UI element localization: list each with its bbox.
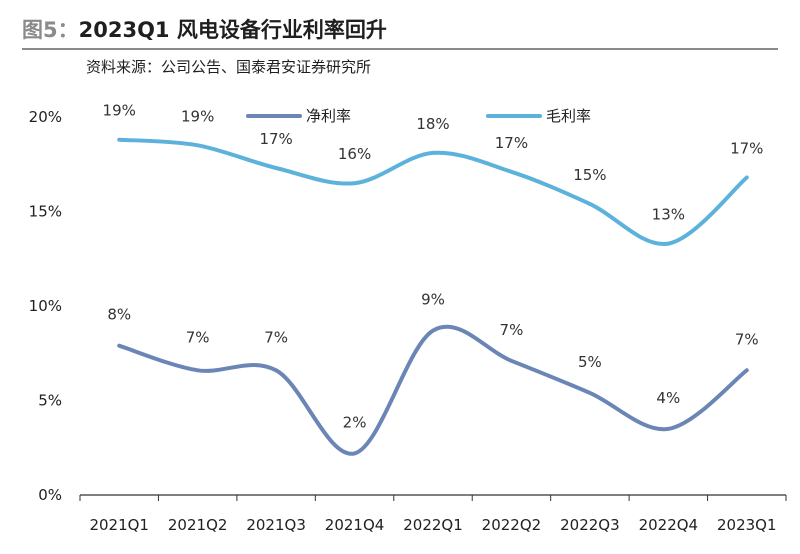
net-margin-legend-label: 净利率 xyxy=(306,107,351,125)
x-tick-label: 2021Q1 xyxy=(89,516,149,534)
gross-margin-data-label: 17% xyxy=(730,139,763,157)
net-margin-data-label: 4% xyxy=(656,389,680,407)
x-tick-label: 2021Q4 xyxy=(325,516,385,534)
gross-margin-data-label: 18% xyxy=(416,115,449,133)
chart-legend: 净利率 毛利率 xyxy=(246,107,591,125)
x-tick-label: 2021Q2 xyxy=(168,516,228,534)
net-margin-data-label: 2% xyxy=(343,413,367,431)
x-tick-label: 2022Q2 xyxy=(482,516,542,534)
x-tick-label: 2021Q3 xyxy=(246,516,306,534)
gross-margin-data-label: 13% xyxy=(652,206,685,224)
figure-label: 图5： xyxy=(22,18,79,42)
x-tick-label: 2023Q1 xyxy=(717,516,777,534)
y-tick-label: 0% xyxy=(38,486,62,504)
header-divider xyxy=(22,48,778,50)
x-tick-label: 2022Q3 xyxy=(560,516,620,534)
gross-margin-data-label: 17% xyxy=(259,130,292,148)
net-margin-data-label: 8% xyxy=(107,306,131,324)
figure-title: 图5：2023Q1 风电设备行业利率回升 xyxy=(22,14,387,44)
x-tick-label: 2022Q4 xyxy=(639,516,699,534)
net-margin-data-label: 5% xyxy=(578,353,602,371)
gross-margin-data-label: 16% xyxy=(338,145,371,163)
net-margin-data-label: 7% xyxy=(500,321,524,339)
y-tick-label: 5% xyxy=(38,392,62,410)
y-tick-label: 10% xyxy=(29,297,62,315)
figure-title-text: 2023Q1 风电设备行业利率回升 xyxy=(78,18,387,42)
series-lines xyxy=(117,137,749,456)
source-note: 资料来源：公司公告、国泰君安证券研究所 xyxy=(86,58,372,76)
chart-axes: 2021Q1 2021Q2 2021Q3 2021Q4 2022Q1 2022Q2 2022… xyxy=(29,108,787,534)
gross-margin-data-label: 19% xyxy=(181,107,214,125)
gross-margin-line xyxy=(117,137,749,246)
net-margin-data-label: 9% xyxy=(421,291,445,309)
gross-margin-data-label: 19% xyxy=(103,102,136,120)
gross-margin-legend-label: 毛利率 xyxy=(546,107,591,125)
net-margin-data-label: 7% xyxy=(735,330,759,348)
figure-header: 图5：2023Q1 风电设备行业利率回升 资料来源：公司公告、国泰君安证券研究所 xyxy=(0,0,800,90)
net-margin-line xyxy=(117,324,749,456)
net-margin-data-label: 7% xyxy=(186,328,210,346)
y-tick-label: 20% xyxy=(29,108,62,126)
y-tick-label: 15% xyxy=(29,203,62,221)
gross-margin-data-label: 15% xyxy=(573,166,606,184)
net-margin-data-label: 7% xyxy=(264,328,288,346)
data-labels: 8% 7% 7% 2% 9% 7% 5% 4% 7% 19% 19% 17% 16% 18% 17% 15% 1… xyxy=(103,102,764,432)
x-tick-label: 2022Q1 xyxy=(403,516,463,534)
gross-margin-data-label: 17% xyxy=(495,134,528,152)
